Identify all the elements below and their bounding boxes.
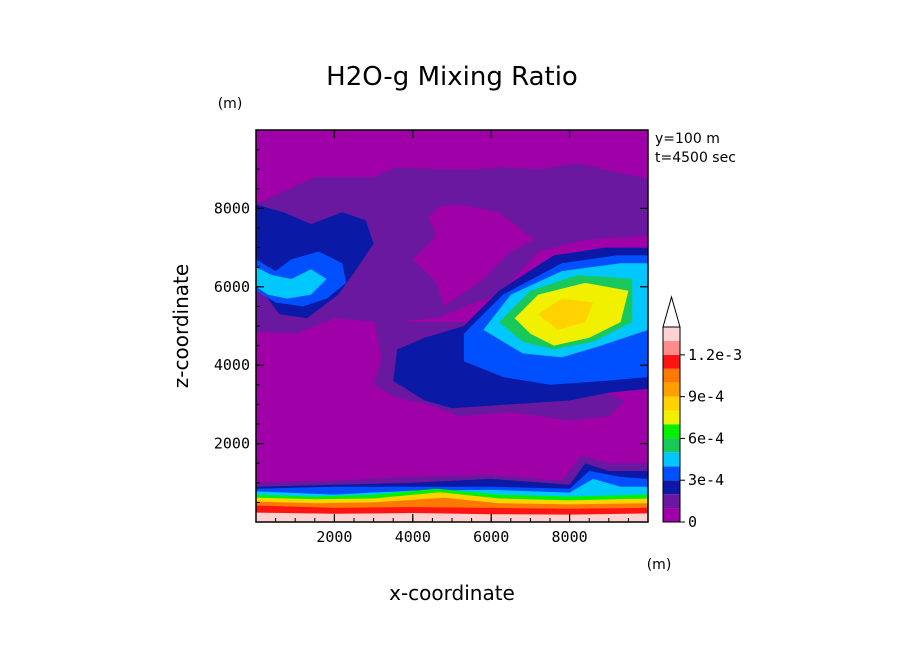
plot-area <box>255 129 649 523</box>
colorbar-label-0: 1.2e-3 <box>688 346 742 364</box>
colorbar-swatch-13 <box>663 327 680 341</box>
colorbar-swatch-4 <box>663 452 680 467</box>
y-axis-label: z-coordinate <box>169 264 193 388</box>
y-tick-label-1: 4000 <box>214 356 250 374</box>
colorbar-swatch-7 <box>663 410 680 425</box>
axis-ticks: 2000 4000 6000 8000 2000 4000 6000 8000 <box>214 129 649 546</box>
colorbar-swatch-6 <box>663 424 680 439</box>
y-tick-label-3: 8000 <box>214 199 250 217</box>
colorbar-swatch-8 <box>663 396 680 411</box>
colorbar-label-1: 9e-4 <box>688 388 724 406</box>
colorbar-swatch-9 <box>663 382 680 397</box>
annotation-y: y=100 m <box>655 131 720 147</box>
y-tick-label-2: 6000 <box>214 278 250 296</box>
colorbar-label-4: 0 <box>688 513 697 531</box>
annotation-t: t=4500 sec <box>655 150 736 166</box>
colorbar-swatch-5 <box>663 438 680 453</box>
colorbar-extend-arrow <box>662 295 681 328</box>
colorbar-swatch-12 <box>663 340 680 355</box>
colorbar-frame <box>662 326 681 523</box>
colorbar-label-2: 6e-4 <box>688 429 724 447</box>
colorbar-label-3: 3e-4 <box>688 471 724 489</box>
x-tick-label-1: 4000 <box>395 528 431 546</box>
x-tick-label-0: 2000 <box>316 528 352 546</box>
contour-region-5 <box>412 204 535 307</box>
contour-region-4 <box>256 267 327 299</box>
colorbar-swatch-2 <box>663 480 680 495</box>
contour-fills <box>256 130 648 522</box>
contour-region-14 <box>538 298 594 330</box>
chart-title: H2O-g Mixing Ratio <box>326 62 578 92</box>
y-axis-unit: (m) <box>218 96 243 112</box>
colorbar-swatch-3 <box>663 466 680 481</box>
colorbar-swatch-10 <box>663 368 680 383</box>
x-tick-label-2: 6000 <box>473 528 509 546</box>
contour-region-7 <box>256 337 374 385</box>
colorbar-swatch-0 <box>663 508 680 522</box>
x-axis-label: x-coordinate <box>389 581 515 605</box>
y-tick-label-0: 2000 <box>214 435 250 453</box>
colorbar-swatch-1 <box>663 494 680 509</box>
x-tick-label-3: 8000 <box>552 528 588 546</box>
colorbar: 1.2e-3 9e-4 6e-4 3e-4 0 <box>662 295 742 531</box>
colorbar-swatch-11 <box>663 354 680 369</box>
x-axis-unit: (m) <box>647 557 672 573</box>
